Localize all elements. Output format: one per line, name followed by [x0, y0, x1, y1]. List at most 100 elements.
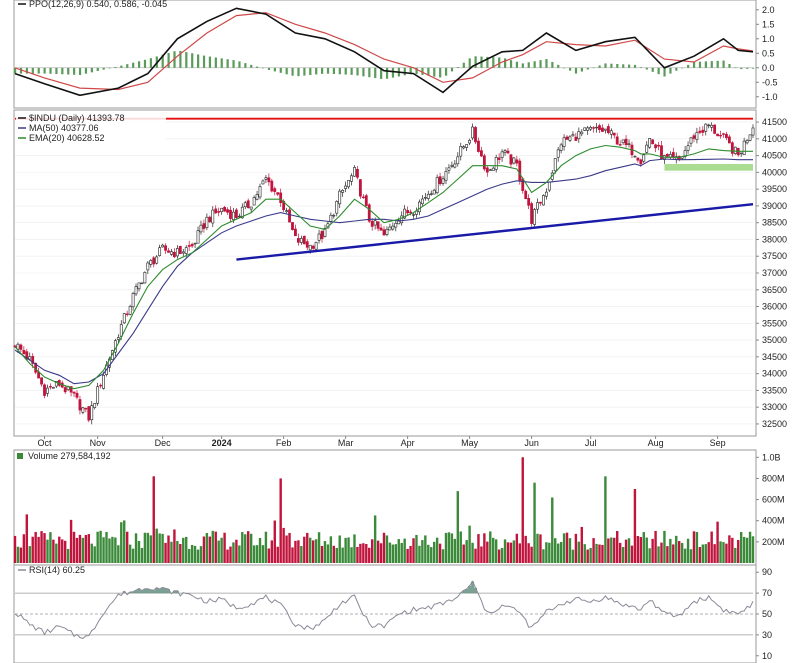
ppo-histogram-bar [746, 67, 749, 69]
candle-body [665, 153, 669, 157]
volume-bar [232, 542, 235, 563]
candle-body [217, 211, 221, 213]
candle-body [356, 169, 359, 178]
candle-body [311, 245, 315, 249]
ppo-histogram-bar [309, 67, 312, 76]
ppo-histogram-bar [350, 67, 353, 75]
volume-bar [99, 530, 102, 563]
candle-body [539, 201, 542, 204]
candle-body [727, 136, 731, 144]
candle-body [429, 193, 433, 195]
volume-bar [84, 534, 88, 563]
volume-bar [672, 544, 675, 563]
ppo-histogram-bar [84, 67, 88, 74]
volume-bar [595, 543, 598, 563]
candle-body [471, 126, 474, 139]
ppo-histogram-bar [197, 54, 200, 68]
price-y-tick-label: 34000 [762, 369, 787, 379]
volume-bar [521, 457, 524, 563]
candle-body [279, 192, 283, 204]
candle-body [223, 207, 226, 212]
volume-bar [329, 536, 333, 563]
ppo-histogram-bar [580, 67, 583, 72]
candle-body [453, 163, 457, 168]
candle-body [128, 306, 132, 315]
volume-bar [686, 538, 690, 563]
volume-bar [61, 539, 64, 563]
volume-bar [648, 548, 651, 563]
candle-body [615, 136, 619, 145]
volume-bar [382, 532, 386, 563]
volume-bar [497, 549, 501, 563]
ppo-histogram-bar [521, 63, 524, 68]
ppo-legend-text: PPO(12,26,9) 0.540, 0.586, -0.045 [29, 0, 167, 9]
volume-bar [430, 547, 433, 563]
ppo-histogram-bar [628, 64, 631, 68]
ppo-histogram-bar [338, 67, 341, 75]
volume-bar [273, 520, 276, 563]
price-y-tick-label: 34500 [762, 352, 787, 362]
price-y-tick-label: 33000 [762, 402, 787, 412]
candle-body [332, 214, 336, 217]
month-tick-label: Sep [710, 438, 726, 448]
candle-body [93, 403, 97, 408]
volume-bar [143, 532, 147, 563]
candle-body [329, 214, 333, 222]
candle-body [488, 169, 492, 171]
volume-bar [75, 537, 79, 563]
price-y-tick-label: 38500 [762, 218, 787, 228]
candle-body [54, 380, 58, 387]
volume-bar [663, 530, 666, 563]
candle-body [701, 129, 705, 133]
volume-bar [438, 543, 442, 563]
month-tick-label: 2024 [212, 438, 232, 448]
candle-body [181, 251, 185, 254]
volume-bar [459, 531, 462, 563]
price-y-tick-label: 40500 [762, 151, 787, 161]
volume-bar [238, 545, 241, 563]
ppo-histogram-bar [598, 65, 601, 68]
volume-bar [704, 544, 707, 563]
candle-body [252, 197, 256, 206]
ppo-y-tick-label: 2.0 [762, 5, 775, 15]
volume-bar [353, 534, 356, 563]
candle-body [468, 139, 472, 144]
volume-bar [624, 539, 628, 563]
ppo-histogram-bar [161, 54, 164, 68]
ppo-histogram-bar [604, 63, 607, 68]
volume-bar [562, 533, 566, 563]
ppo-histogram-bar [462, 62, 465, 68]
ppo-histogram-bar [728, 64, 731, 68]
ppo-histogram-bar [421, 67, 424, 75]
candle-body [698, 130, 702, 133]
volume-bar [167, 535, 170, 563]
candle-body [173, 251, 176, 258]
volume-bar [25, 514, 29, 563]
candle-body [102, 375, 105, 389]
volume-bar [87, 534, 90, 563]
candle-body [542, 195, 545, 206]
volume-bar [427, 544, 430, 563]
volume-bar [134, 533, 138, 563]
price-legend-symbol: $INDU (Daily) 41393.78 [29, 113, 125, 123]
ppo-histogram-bar [492, 57, 495, 68]
volume-bar [379, 543, 383, 563]
ppo-histogram-bar [533, 61, 536, 68]
candle-body [229, 209, 232, 219]
candle-body [155, 256, 159, 264]
candle-body [358, 179, 362, 197]
volume-bar [279, 478, 282, 563]
volume-bar [707, 542, 710, 563]
volume-bar [365, 544, 368, 563]
ppo-histogram-bar [574, 67, 578, 74]
candle-body [465, 144, 469, 148]
candle-body [49, 386, 52, 388]
candle-body [559, 144, 563, 151]
ppo-histogram-bar [592, 67, 595, 69]
ppo-histogram-bar [456, 67, 459, 68]
ppo-histogram-bar [610, 63, 613, 68]
volume-legend: Volume 279,584,192 [17, 451, 111, 461]
ppo-legend: PPO(12,26,9) 0.540, 0.586, -0.045 [18, 0, 167, 9]
candle-body [748, 134, 752, 141]
candle-body [598, 125, 601, 130]
